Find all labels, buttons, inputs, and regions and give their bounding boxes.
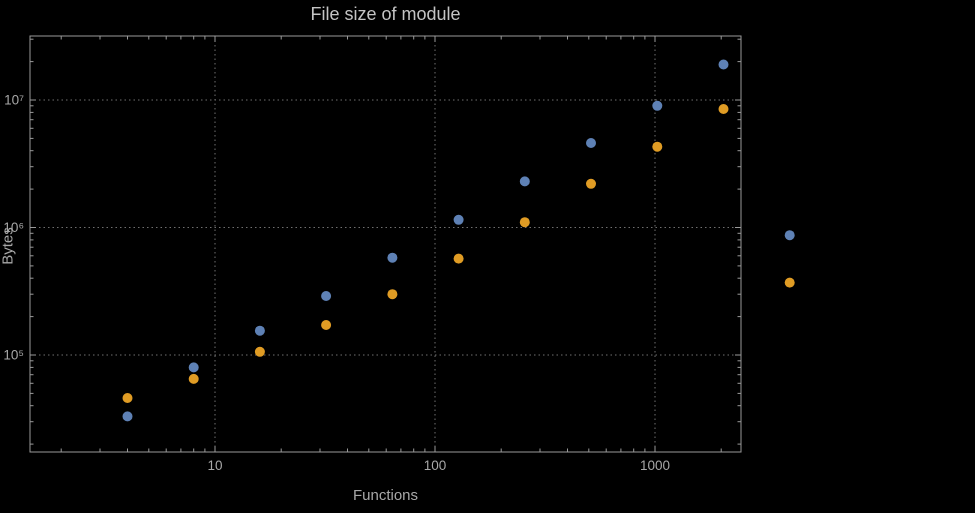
data-point-blue	[784, 230, 795, 241]
data-point-orange	[784, 277, 795, 288]
data-point-orange	[519, 217, 530, 228]
data-point-blue	[387, 252, 398, 263]
data-point-blue	[188, 362, 199, 373]
data-point-blue	[586, 138, 596, 148]
data-point-orange	[122, 393, 133, 403]
data-point-orange	[188, 373, 199, 384]
data-point-blue	[321, 291, 332, 301]
data-point-blue	[453, 214, 464, 225]
data-point-orange	[254, 346, 265, 357]
y-axis-label: Bytes	[0, 227, 17, 265]
x-tick-label: 100	[424, 458, 447, 473]
data-point-blue	[122, 411, 133, 422]
y-tick-label: 10⁶	[3, 220, 24, 235]
x-tick-label: 10	[207, 458, 222, 473]
data-point-orange	[387, 289, 398, 300]
data-point-blue	[254, 325, 265, 336]
data-point-orange	[321, 320, 332, 330]
x-axis-label: Functions	[352, 487, 419, 504]
data-point-blue	[718, 59, 729, 70]
data-point-orange	[453, 253, 464, 264]
y-tick-label: 10⁷	[4, 93, 24, 108]
y-tick-label: 10⁵	[3, 348, 24, 363]
data-point-orange	[718, 104, 729, 114]
data-point-blue	[519, 176, 530, 187]
chart-title: File size of module	[310, 4, 461, 24]
data-point-blue	[652, 100, 663, 111]
data-point-orange	[586, 178, 596, 189]
plot-frame	[29, 35, 742, 453]
data-point-orange	[652, 141, 663, 152]
x-tick-label: 1000	[640, 458, 670, 473]
